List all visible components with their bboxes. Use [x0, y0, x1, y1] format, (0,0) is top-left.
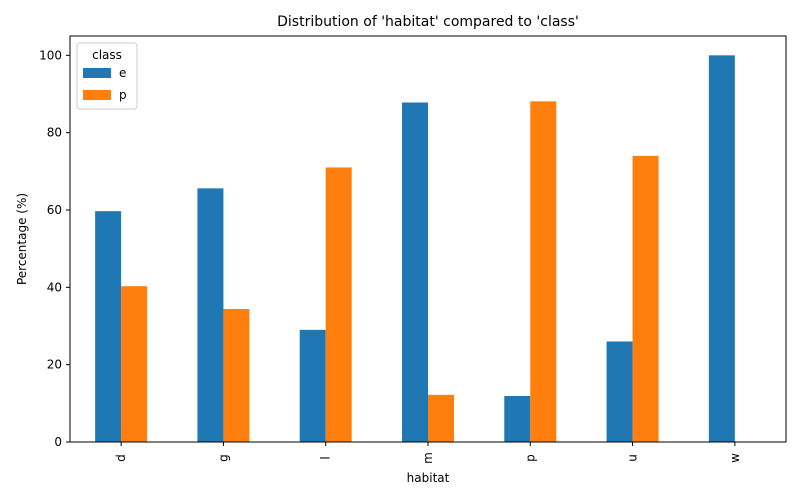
- bar-p-g: [223, 308, 250, 442]
- legend-title: class: [92, 48, 122, 62]
- legend-label-p: p: [119, 88, 127, 102]
- bar-e-l: [299, 329, 326, 442]
- bar-e-m: [402, 102, 428, 443]
- legend-swatch-e: [83, 68, 111, 78]
- bar-e-d: [95, 211, 122, 442]
- bar-p-l: [325, 167, 352, 442]
- bar-e-g: [197, 188, 224, 442]
- x-tick-label: u: [626, 454, 640, 462]
- y-tick-label: 80: [47, 126, 62, 140]
- bar-p-p: [530, 101, 557, 442]
- bar-e-p: [504, 395, 531, 442]
- x-tick-label: p: [523, 454, 537, 462]
- y-axis: 0 20 40 60 80 100: [39, 48, 70, 449]
- x-tick-label: l: [319, 456, 333, 459]
- y-tick-label: 60: [47, 203, 62, 217]
- legend-swatch-p: [83, 90, 111, 100]
- bars-group: [95, 55, 735, 443]
- x-axis-label: habitat: [407, 471, 450, 485]
- y-tick-label: 0: [54, 435, 62, 449]
- x-tick-label: w: [728, 453, 742, 463]
- x-tick-label: g: [216, 454, 230, 462]
- chart-title: Distribution of 'habitat' compared to 'c…: [277, 14, 579, 30]
- plot-frame: [69, 35, 787, 443]
- x-tick-label: d: [114, 454, 128, 462]
- y-axis-label: Percentage (%): [15, 193, 29, 285]
- bar-p-m: [428, 394, 454, 442]
- bar-p-u: [632, 155, 659, 442]
- legend: class ep: [76, 42, 138, 110]
- y-tick-label: 100: [39, 48, 62, 62]
- legend-label-e: e: [119, 66, 126, 80]
- x-tick-label: m: [421, 452, 435, 464]
- y-tick-label: 40: [47, 280, 62, 294]
- y-tick-label: 20: [47, 358, 62, 372]
- bar-p-d: [121, 286, 148, 442]
- bar-e-w: [708, 55, 735, 442]
- bar-e-u: [606, 341, 633, 442]
